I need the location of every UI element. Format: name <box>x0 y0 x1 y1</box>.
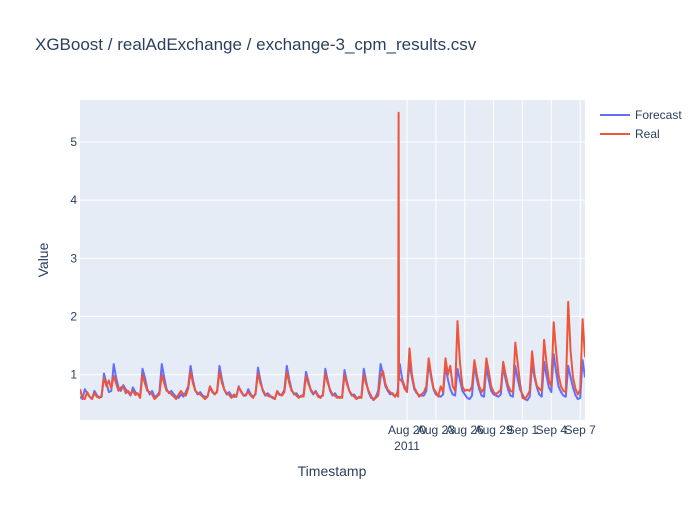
x-tick-year-label: 2011 <box>394 439 420 453</box>
plot-area <box>80 100 585 420</box>
y-tick-label: 1 <box>70 368 77 382</box>
x-tick-label: Sep 7 <box>565 423 597 437</box>
y-tick-label: 4 <box>70 193 77 207</box>
y-tick-label: 5 <box>70 135 77 149</box>
x-axis-title: Timestamp <box>298 463 367 479</box>
legend-label: Real <box>635 127 660 141</box>
x-tick-label: Sep 4 <box>536 423 568 437</box>
chart-title: XGBoost / realAdExchange / exchange-3_cp… <box>35 35 477 54</box>
x-tick-label: Sep 1 <box>507 423 539 437</box>
legend-label: Forecast <box>635 108 682 122</box>
y-axis-title: Value <box>35 242 51 277</box>
y-tick-label: 3 <box>70 251 77 265</box>
y-tick-label: 2 <box>70 309 77 323</box>
